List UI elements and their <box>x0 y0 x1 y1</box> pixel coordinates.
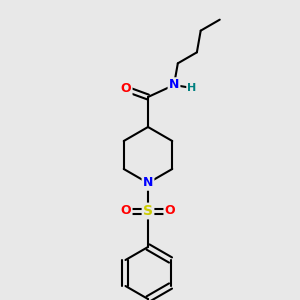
Text: H: H <box>188 83 196 93</box>
Text: S: S <box>143 204 153 218</box>
Text: O: O <box>121 82 131 95</box>
Text: N: N <box>169 79 179 92</box>
Text: O: O <box>165 205 175 218</box>
Text: N: N <box>143 176 153 190</box>
Text: O: O <box>121 205 131 218</box>
